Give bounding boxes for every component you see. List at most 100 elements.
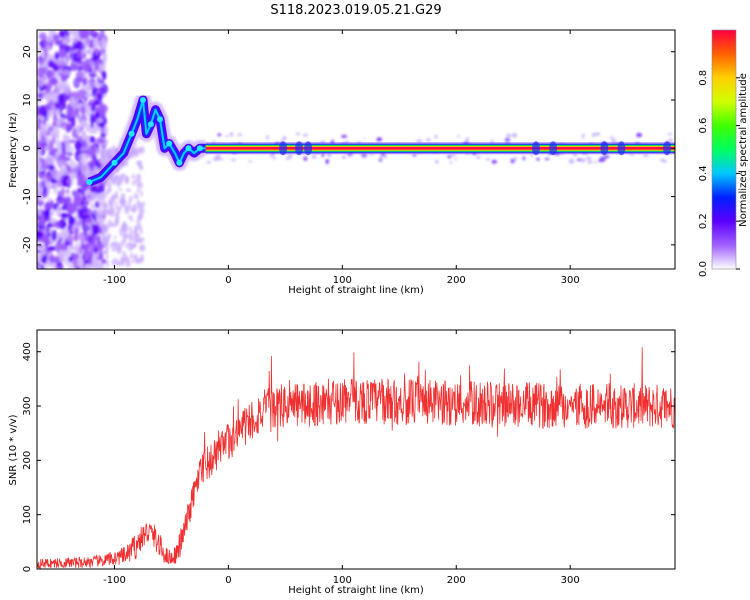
noise-blob: [595, 132, 601, 136]
noise-blob: [126, 233, 129, 239]
noise-blob: [447, 155, 452, 159]
noise-blob: [266, 135, 269, 140]
noise-blob: [98, 63, 105, 70]
noise-blob: [57, 174, 61, 182]
noise-blob: [295, 132, 300, 136]
noise-blob: [288, 154, 293, 159]
x-tick-label: 200: [447, 575, 466, 586]
noise-blob: [124, 206, 129, 215]
noise-blob: [599, 157, 606, 162]
noise-blob: [426, 138, 431, 142]
noise-blob: [44, 103, 53, 111]
noise-blob: [53, 264, 63, 269]
spectrogram-xlabel: Height of straight line (km): [288, 285, 424, 296]
colorbar-frame: [711, 29, 737, 270]
noise-blob: [491, 159, 498, 164]
noise-blob: [96, 76, 101, 83]
noise-blob: [587, 160, 593, 164]
noise-blob: [636, 132, 642, 138]
ridge-peak: [111, 159, 118, 166]
snr-panel: -100 0 100 200 300 0 100 200 300 400 Height of st…: [8, 329, 676, 596]
noise-blob: [57, 240, 61, 248]
x-tick-label: -100: [103, 275, 126, 286]
noise-blob: [53, 220, 62, 230]
noise-blob: [69, 96, 76, 107]
noise-blob: [41, 234, 51, 242]
noise-blob: [134, 253, 138, 261]
noise-blob: [101, 105, 109, 113]
noise-blob: [603, 155, 610, 159]
noise-blob: [62, 196, 72, 205]
line-blob: [295, 141, 304, 156]
noise-blob: [119, 197, 126, 204]
noise-blob: [230, 159, 237, 162]
noise-blob: [41, 50, 46, 59]
noise-blob: [58, 43, 67, 50]
noise-blob: [107, 200, 113, 205]
y-tick-label: -20: [22, 237, 33, 253]
noise-blob: [45, 154, 49, 166]
snr-axes-frame: [36, 329, 676, 570]
noise-blob: [80, 181, 89, 190]
noise-blob: [449, 160, 453, 165]
noise-blob: [89, 41, 94, 48]
noise-blob: [95, 194, 102, 199]
noise-blob: [45, 174, 53, 180]
noise-blob: [225, 135, 229, 137]
noise-blob: [237, 133, 242, 137]
colorbar-tick-label: 0.4: [698, 165, 709, 181]
noise-blob: [101, 250, 107, 254]
noise-blob: [136, 188, 140, 193]
noise-blob: [53, 183, 58, 196]
snr-xlabel: Height of straight line (km): [288, 585, 424, 596]
noise-blob: [37, 255, 42, 263]
noise-blob: [531, 153, 533, 158]
noise-blob: [594, 161, 597, 164]
noise-blob: [100, 132, 106, 138]
noise-blob: [139, 245, 143, 251]
noise-blob: [118, 187, 123, 192]
y-tick-label: 300: [22, 396, 33, 415]
noise-blob: [96, 235, 101, 241]
noise-blob: [128, 200, 131, 207]
noise-blob: [90, 203, 95, 209]
noise-blob: [102, 203, 109, 209]
noise-blob: [76, 49, 82, 59]
x-tick-label: 200: [447, 275, 466, 286]
line-blob: [279, 141, 288, 156]
noise-blob: [126, 188, 131, 193]
snr-line: [37, 347, 675, 569]
ridge-peak: [166, 140, 173, 147]
noise-blob: [70, 157, 74, 165]
noise-blob: [95, 82, 104, 87]
noise-blob: [52, 33, 60, 39]
noise-blob: [102, 235, 106, 245]
noise-blob: [68, 263, 73, 269]
noise-blob: [116, 206, 122, 213]
noise-blob: [582, 133, 585, 139]
noise-blob: [229, 132, 234, 137]
noise-blob: [106, 188, 112, 193]
noise-blob: [272, 156, 276, 160]
noise-blob: [94, 247, 98, 254]
noise-blob: [129, 195, 133, 203]
colorbar-tick-label: 0.8: [698, 70, 709, 86]
noise-blob: [61, 228, 70, 238]
noise-blob: [41, 140, 46, 149]
noise-blob: [101, 230, 105, 238]
colorbar-tick-label: 0.6: [698, 118, 709, 134]
noise-blob: [128, 233, 131, 242]
noise-blob: [137, 202, 141, 208]
noise-blob: [65, 188, 70, 195]
noise-blob: [303, 156, 308, 161]
noise-blob: [139, 160, 143, 166]
noise-blob: [131, 208, 136, 214]
noise-blob: [64, 35, 72, 45]
noise-blob: [91, 86, 98, 95]
noise-blob: [642, 154, 649, 157]
noise-blob: [77, 208, 85, 220]
noise-blob: [57, 190, 62, 200]
noise-blob: [47, 60, 56, 68]
noise-blob: [44, 79, 50, 86]
